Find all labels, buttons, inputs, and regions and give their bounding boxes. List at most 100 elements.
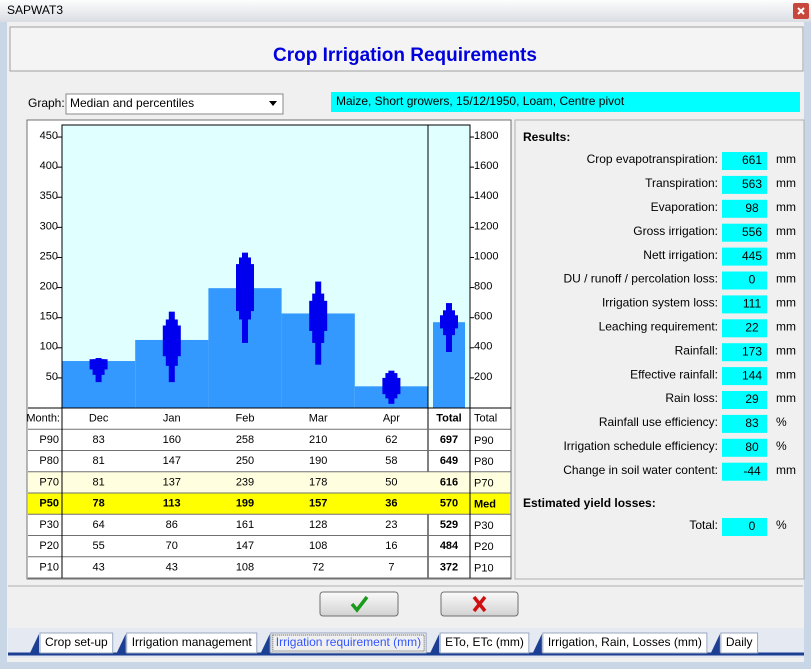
row-label-right: P10 — [474, 562, 494, 574]
result-box — [722, 438, 767, 457]
total-value: 649 — [440, 455, 458, 467]
tab[interactable]: Irrigation, Rain, Losses (mm) — [532, 632, 708, 654]
cell-value: 128 — [309, 519, 327, 531]
graph-dropdown[interactable]: Median and percentiles — [65, 93, 284, 115]
result-value: 0 — [749, 273, 756, 287]
result-label: Crop evapotranspiration: — [587, 152, 718, 166]
row-label: P30 — [39, 519, 59, 531]
result-unit: % — [776, 415, 787, 429]
cell-value: 72 — [312, 561, 324, 573]
y2-tick-label: 600 — [474, 311, 492, 323]
row-highlight — [28, 493, 510, 515]
tab-body — [270, 632, 427, 654]
tab[interactable]: Crop set-up — [30, 632, 114, 654]
cell-value: 147 — [163, 455, 181, 467]
result-value: 556 — [742, 225, 762, 239]
result-value: 22 — [745, 320, 759, 334]
row-label: P50 — [39, 498, 59, 510]
tab[interactable]: ETo, ETc (mm) — [430, 632, 530, 654]
tab-body — [542, 632, 708, 654]
header-title: Crop Irrigation Requirements — [273, 45, 537, 66]
close-button[interactable] — [793, 3, 809, 19]
tab[interactable]: Irrigation requirement (mm) — [260, 632, 427, 654]
cell-value: 113 — [163, 498, 181, 510]
result-label: Change in soil water content: — [563, 463, 718, 477]
row-label-right: P80 — [474, 456, 494, 468]
tab-label: Crop set-up — [45, 635, 108, 649]
cell-value: 36 — [385, 498, 397, 510]
result-unit: mm — [776, 343, 796, 357]
cell-value: 23 — [385, 519, 397, 531]
graph-label: Graph: — [28, 96, 65, 110]
cell-value: 178 — [309, 476, 327, 488]
result-label: Evaporation: — [651, 200, 718, 214]
result-box — [722, 223, 767, 242]
y-tick-label: 350 — [40, 190, 58, 202]
cell-value: 250 — [236, 455, 254, 467]
cell-value: 108 — [309, 540, 327, 552]
result-value: 661 — [742, 153, 762, 167]
cell-value: 210 — [309, 434, 327, 446]
result-value: 144 — [742, 368, 762, 382]
y2-tick-label: 1400 — [474, 190, 498, 202]
result-label: Rainfall: — [675, 343, 718, 357]
cell-value: 78 — [92, 498, 104, 510]
result-value: 83 — [745, 416, 759, 430]
total-value: 570 — [440, 498, 458, 510]
tab-corner — [260, 634, 270, 653]
result-box — [722, 152, 767, 170]
result-label: Rainfall use efficiency: — [599, 415, 718, 429]
tab[interactable]: Irrigation management — [116, 632, 258, 654]
y2-tick-label: 1600 — [474, 160, 498, 172]
cell-value: 258 — [236, 434, 254, 446]
tab[interactable]: Daily — [710, 632, 759, 654]
category-label: Feb — [236, 413, 255, 425]
total-value: 529 — [440, 519, 458, 531]
y2-tick-label: 1200 — [474, 220, 498, 232]
total-value: 372 — [440, 561, 458, 573]
result-unit: mm — [776, 391, 796, 405]
result-box — [722, 319, 767, 338]
cell-value: 86 — [166, 519, 178, 531]
result-value: 173 — [742, 344, 762, 358]
cell-value: 157 — [309, 498, 327, 510]
result-unit: mm — [776, 248, 796, 262]
tab-label: Irrigation requirement (mm) — [276, 635, 421, 649]
result-label: Transpiration: — [645, 176, 718, 190]
graph-selected: Median and percentiles — [70, 96, 194, 110]
header-box — [9, 26, 804, 72]
tab-corner — [710, 634, 720, 653]
tab-body — [439, 632, 530, 654]
result-box — [722, 247, 767, 266]
percentile-range — [309, 300, 328, 331]
y-tick-label: 400 — [40, 160, 58, 172]
row-label: P10 — [39, 561, 59, 573]
row-label: P70 — [39, 476, 59, 488]
percentile-range-total — [440, 315, 458, 329]
y-tick-label: 100 — [40, 341, 58, 353]
y2-tick-label: 1800 — [474, 130, 498, 142]
tab-focus — [272, 634, 425, 652]
category-label: Dec — [89, 413, 109, 425]
cell-value: 50 — [385, 476, 397, 488]
result-box — [722, 367, 767, 386]
total-value: 697 — [440, 434, 458, 446]
tab-body — [126, 632, 258, 654]
cell-value: 199 — [236, 498, 254, 510]
cell-value: 190 — [309, 455, 327, 467]
cell-value: 160 — [163, 434, 181, 446]
y2-tick-label: 200 — [474, 371, 492, 383]
cell-value: 108 — [236, 561, 254, 573]
cell-value: 58 — [385, 455, 397, 467]
result-box — [722, 199, 767, 218]
month-header: Month: — [26, 413, 60, 425]
row-label-right: P30 — [474, 520, 494, 532]
result-box — [722, 462, 767, 481]
row-label: P80 — [39, 455, 59, 467]
result-unit: mm — [776, 367, 796, 381]
result-unit: mm — [776, 224, 796, 238]
cell-value: 81 — [92, 455, 104, 467]
cancel-button[interactable] — [440, 591, 519, 617]
ok-button[interactable] — [319, 591, 399, 617]
